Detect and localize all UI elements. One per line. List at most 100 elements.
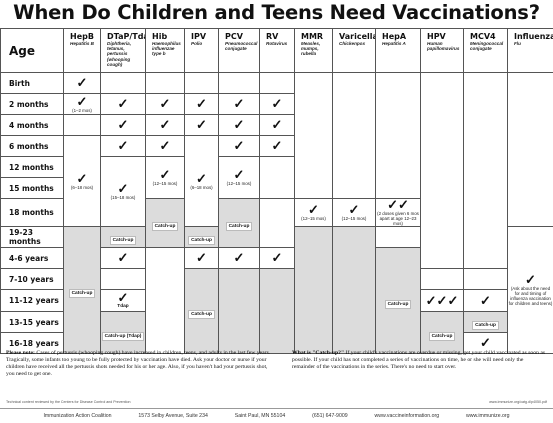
check-icon: ✓ [117,181,129,196]
catch-up-label: Catch-up [188,310,215,319]
page-title: When Do Children and Teens Need Vaccinat… [13,1,540,24]
age-label: 6 months [0,135,64,157]
notes-section: Please note: Cases of pertussis (whoopin… [0,350,553,398]
note-heading: What is "Catch-up?" [292,350,345,356]
dose-cell: ✓ (1–2 mos) [63,93,101,115]
vaccine-header-mcv4: MCV4 Meningococcal conjugate [463,28,508,73]
catch-up-label: Catch-up [225,222,253,231]
age-row-4-months: 4 months ✓ ✓ ✓ ✓ ✓ [0,114,553,136]
empty-cell [463,72,508,269]
vaccine-description: Diphtheria, tetanus, pertussis (whooping… [107,41,131,67]
vaccine-description: Human papillomavirus [427,41,460,52]
vaccine-description: Rotavirus [266,41,288,46]
age-label: Birth [0,72,64,94]
vaccine-header-hib: Hib Haemophilus influenzae type b [145,28,185,73]
dose-cell: ✓ [184,114,219,136]
dose-cell: ✓ (15–18 mos) [100,156,146,227]
check-icon: ✓ [271,117,283,132]
catch-up-cell: Catch-up [145,198,185,248]
age-label: 15 months [0,177,64,199]
check-icon: ✓ [196,170,207,186]
check-icon: ✓ [159,117,171,132]
empty-cell [63,114,101,136]
check-icon: ✓ [525,272,536,287]
footer-web-link[interactable]: www.immunize.org [466,413,510,419]
catch-up-label: Catch-up [384,299,412,309]
catch-up-tdap-label: Catch-up (Tdap) [101,331,145,341]
footer-org: Immunization Action Coalition [43,413,112,419]
note-text: If your child's vaccinations are overdue… [292,350,546,371]
check-icon: ✓ [233,117,245,132]
influenza-note: (Ask about the need for and timing of in… [508,286,553,306]
dose-cell: ✓ [259,135,295,157]
check-icon: ✓ [117,289,129,305]
footer-web-link[interactable]: www.vaccineinformation.org [374,413,440,419]
catch-up-cell: Catch-up [63,226,101,354]
check-icon: ✓ [196,250,207,265]
dose-cell: ✓ [145,114,185,136]
age-range-note: (12–15 mos) [341,216,367,221]
dose-cell: ✓ Tdap [100,289,146,312]
vaccine-description: Chickenpox [339,41,366,46]
vaccine-description: Polio [191,41,203,46]
dose-cell: ✓ [145,135,185,157]
catch-up-cell [218,268,260,354]
hepa-dose-cell: ✓✓ (2 doses given 6 mos apart at age 12–2… [375,198,421,227]
vaccine-header-hpv: HPV Human papillomavirus [420,28,464,73]
vaccine-description: Measles, mumps, rubella [301,41,321,57]
check-icon: ✓ [76,93,88,109]
catch-up-cell [294,226,333,354]
catch-up-label: Catch-up [68,289,96,298]
catch-up-label: Catch-up [428,331,456,341]
dose-cell: ✓ [259,247,295,269]
vaccine-header-pcv: PCV Pneumococcal conjugate [218,28,260,73]
check-icon: ✓ [233,167,245,182]
age-row-4-6-years: 4-6 years ✓ ✓ ✓ ✓ Catch-up [0,247,553,354]
catch-up-cell [259,268,295,354]
influenza-dose-cell: ✓ (Ask about the need for and timing of i… [507,226,553,354]
age-label: 7-10 years [0,268,64,290]
empty-cell [259,198,295,248]
check-icon: ✓ [233,138,245,153]
age-row-birth: Birth ✓ [0,72,553,269]
dose-cell: ✓ (12–15 mos) [218,156,260,199]
age-row-16-18-years: 16-18 years ✓ [0,332,553,354]
dose-cell: ✓ [259,114,295,136]
empty-cell [100,72,146,94]
check-icon: ✓ [271,250,283,265]
vaccine-header-mmr: MMR Measles, mumps, rubella [294,28,333,73]
triple-check-icon: ✓✓✓ [425,292,459,308]
vaccine-name: HepA [382,32,407,41]
vaccine-description: Meningococcal conjugate [470,41,504,52]
empty-cell [294,72,333,199]
age-range-note: (12–15 mos) [152,181,178,186]
age-range-note: (1–2 mos) [72,107,92,113]
review-credit: Technical content reviewed by the Center… [6,400,131,404]
check-icon: ✓ [117,96,129,111]
dose-cell: ✓ (6–18 mos) [184,135,219,227]
empty-cell [420,268,464,290]
dose-cell: ✓ [63,72,101,94]
hpv-dose-cell: ✓✓✓ [420,289,464,312]
check-icon: ✓ [308,202,319,217]
catch-up-cell: Catch-up [184,268,219,354]
age-label: 2 months [0,93,64,115]
age-row-11-12-years: 11-12 years ✓ Tdap ✓✓✓ ✓ [0,289,553,312]
check-icon: ✓ [480,335,491,350]
check-icon: ✓ [233,250,245,265]
dose-cell: ✓ [100,247,146,269]
check-icon: ✓ [117,117,129,132]
dose-cell: ✓ [100,114,146,136]
catch-up-cell [332,226,376,354]
age-header: Age [0,28,64,73]
vaccine-name: MMR [301,32,324,41]
empty-cell [259,72,295,94]
age-range-note: (2 doses given 6 mos apart at age 12–23 … [377,211,419,226]
vaccine-header-hepa: HepA Hepatitis A [375,28,421,73]
vaccine-description: Hepatitis A [382,41,406,46]
check-icon: ✓ [117,138,129,153]
age-label: 4 months [0,114,64,136]
age-row-12-months: 12 months ✓ (15–18 mos) ✓ (12–15 mos) ✓ (12… [0,156,553,227]
check-icon: ✓ [196,117,207,132]
